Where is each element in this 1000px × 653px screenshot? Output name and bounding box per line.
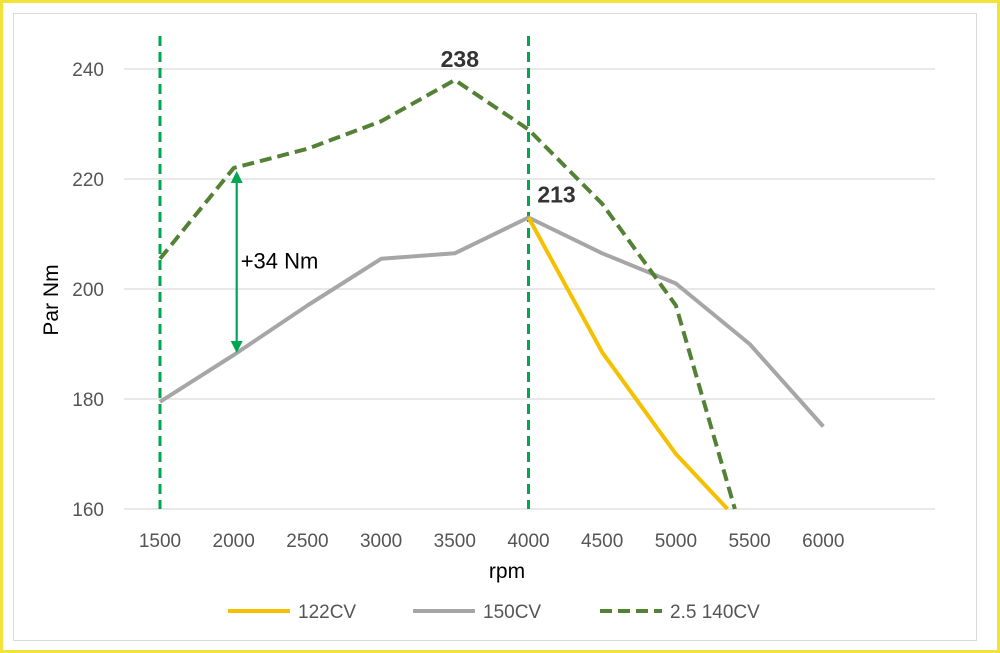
x-tick-label: 3000 <box>360 531 402 552</box>
y-tick-label: 180 <box>72 390 104 411</box>
x-tick-label: 3500 <box>434 531 476 552</box>
x-tick-label: 4000 <box>507 531 549 552</box>
series-line-2-5-140cv <box>158 78 737 510</box>
x-tick-label: 2500 <box>286 531 328 552</box>
peak-label-213: 213 <box>537 182 575 208</box>
x-tick-label: 6000 <box>802 531 844 552</box>
y-tick-label: 200 <box>72 280 104 301</box>
legend-label: 2.5 140CV <box>670 602 760 623</box>
y-tick-label: 220 <box>72 170 104 191</box>
x-tick-label: 5500 <box>728 531 770 552</box>
chart-border <box>13 13 977 641</box>
series-line-122cv <box>526 216 729 511</box>
peak-label-238: 238 <box>441 46 480 72</box>
delta-arrow-head-up <box>230 171 243 183</box>
legend-label: 122CV <box>298 602 356 623</box>
x-axis-title: rpm <box>489 560 525 583</box>
x-tick-label: 2000 <box>213 531 255 552</box>
y-axis-title: Par Nm <box>40 264 63 335</box>
y-tick-label: 240 <box>72 60 104 81</box>
delta-arrow-head-down <box>230 341 243 353</box>
y-tick-label: 160 <box>72 500 104 521</box>
x-tick-label: 4500 <box>581 531 623 552</box>
legend-label: 150CV <box>483 602 541 623</box>
series-line-150cv <box>158 215 825 428</box>
delta-label: +34 Nm <box>241 249 319 274</box>
x-tick-label: 5000 <box>655 531 697 552</box>
x-tick-label: 1500 <box>139 531 181 552</box>
